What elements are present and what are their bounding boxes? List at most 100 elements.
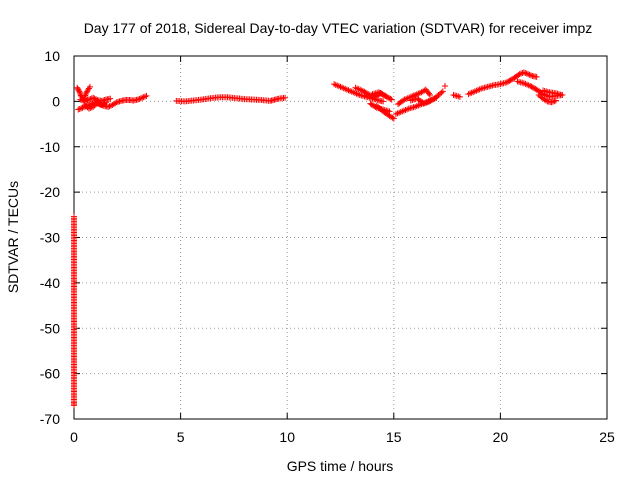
data-point [531,85,538,92]
data-point [107,95,114,102]
data-point [83,97,90,104]
data-point [101,100,108,107]
y-tick-label: -60 [40,366,60,382]
data-point [548,99,555,106]
grid [74,56,607,419]
x-tick-label: 15 [386,429,402,445]
data-point [360,88,367,95]
data-point [552,97,559,104]
data-point [105,103,112,110]
data-point [87,105,94,112]
data-point [85,105,92,112]
data-point [388,96,395,103]
chart-title: Day 177 of 2018, Sidereal Day-to-day VTE… [84,20,593,36]
data-point [76,89,83,96]
y-tick-label: -40 [40,275,60,291]
data-point [86,83,93,90]
data-point [529,84,536,91]
data-point [378,90,385,97]
data-point [71,402,77,409]
x-tick-label: 20 [493,429,509,445]
data-point [456,93,463,100]
data-point [112,100,119,107]
data-point [78,105,85,112]
data-point [559,92,566,99]
data-point [505,78,512,85]
data-point [387,95,394,102]
data-point [503,79,510,86]
data-point [75,106,82,113]
data-point [372,103,379,110]
data-point [384,94,391,101]
data-point [134,96,141,103]
data-point [106,103,113,110]
data-point [83,89,90,96]
data-point [427,92,434,99]
data-point [82,91,89,98]
x-tick-label: 5 [177,429,185,445]
data-point [362,89,369,96]
data-point [382,92,389,99]
tick-labels: 0 5 10 15 20 25 -70 -60 -50 -40 -30 -20 -10 0 10 [40,48,615,445]
data-point [77,91,84,98]
x-tick-label: 10 [279,429,295,445]
data-point [390,115,397,122]
data-point [506,77,513,84]
data-point [528,83,535,90]
data-point [84,97,91,104]
data-point [542,97,549,104]
data-point [75,87,82,94]
data-point [380,92,387,99]
data-point [85,96,92,103]
data-point [94,100,101,107]
data-point [361,88,368,95]
data-point [140,94,147,101]
data-point [139,94,146,101]
x-tick-label: 25 [599,429,615,445]
data-point [527,82,534,89]
data-point [386,95,393,102]
data-point [76,88,83,95]
data-point [525,71,532,78]
data-point [527,72,534,79]
data-point [386,108,393,115]
x-axis-label: GPS time / hours [287,458,394,474]
data-point [77,96,84,103]
data-point [380,98,387,105]
data-point [136,95,143,102]
data-point [93,96,100,103]
data-points [71,69,566,409]
y-tick-label: -20 [40,184,60,200]
y-tick-label: 0 [52,93,60,109]
data-point [389,114,396,121]
data-point [358,87,365,94]
y-axis-label: SDTVAR / TECUs [5,181,21,293]
data-point [522,69,529,76]
ticks [73,55,608,420]
y-tick-label: 10 [44,48,60,64]
data-point [425,90,432,97]
data-point [533,73,540,80]
data-point [78,97,85,104]
data-point [433,94,440,101]
data-point [439,88,446,95]
data-point [377,90,384,97]
data-point [549,98,556,105]
data-point [282,94,289,101]
data-point [137,95,144,102]
data-point [516,71,523,78]
plot-frame [73,55,608,420]
data-point [523,70,530,77]
data-point [507,77,514,84]
y-tick-label: -70 [40,411,60,427]
data-point [363,90,370,97]
y-tick-label: -10 [40,139,60,155]
data-point [526,71,533,78]
data-point [375,89,382,96]
data-point [143,92,150,99]
data-point [102,99,109,106]
x-tick-label: 0 [70,429,78,445]
data-point [142,93,149,100]
data-point [441,82,448,89]
